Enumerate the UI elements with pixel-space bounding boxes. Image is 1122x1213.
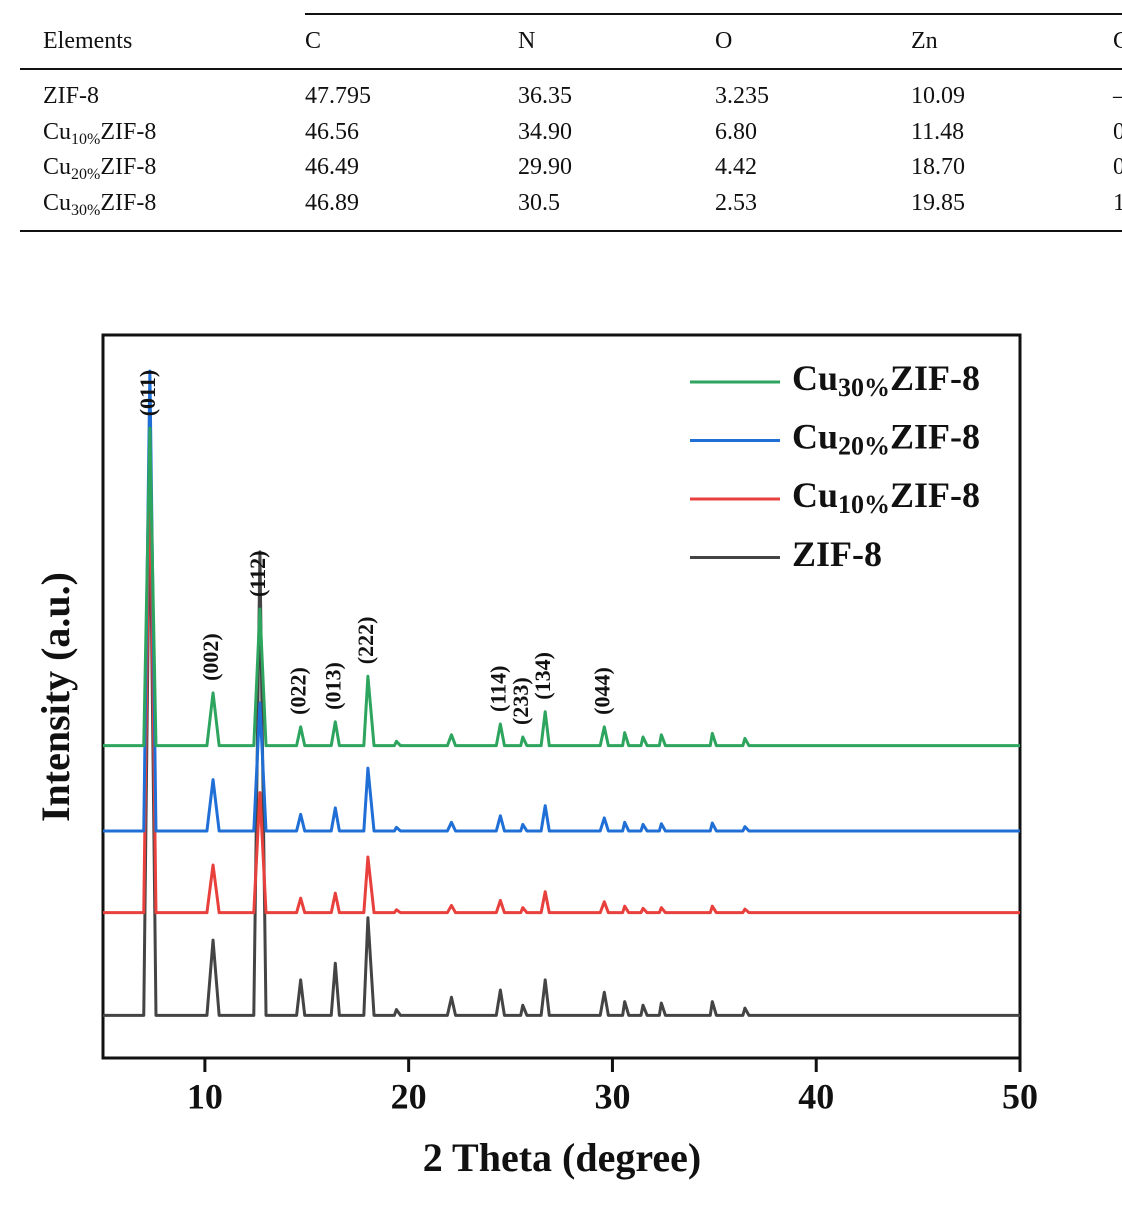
legend-label: Cu10%ZIF-8 xyxy=(792,475,980,519)
peak-label: (044) xyxy=(589,667,614,715)
table-cell: ZIF-8 xyxy=(43,83,99,109)
table-header: C xyxy=(1113,28,1122,54)
table-header: Zn xyxy=(911,28,938,54)
table-cell: 6.80 xyxy=(715,118,757,145)
x-tick-label: 20 xyxy=(391,1076,427,1116)
table-cell: 1 xyxy=(1113,190,1122,217)
table-cell: 11.48 xyxy=(911,118,965,145)
table-rule xyxy=(20,230,1122,232)
peak-label: (233) xyxy=(508,677,533,725)
table-cell: Cu20%ZIF-8 xyxy=(43,154,157,184)
table-cell: 34.90 xyxy=(518,118,572,145)
table-cell: 30.5 xyxy=(518,190,560,217)
table-cell: Cu10%ZIF-8 xyxy=(43,118,157,148)
table-rule xyxy=(305,13,1122,15)
peak-label: (002) xyxy=(198,633,223,681)
table-cell: 10.09 xyxy=(911,83,965,109)
table-header: C xyxy=(305,28,322,54)
plot-frame xyxy=(101,333,1022,1060)
peak-label: (112) xyxy=(245,551,270,597)
table-cell: 36.35 xyxy=(518,83,572,109)
table-cell: 19.85 xyxy=(911,190,965,217)
table-cell: 2.53 xyxy=(715,190,757,217)
series-line xyxy=(103,441,1020,915)
table-header: Elements xyxy=(43,28,133,54)
table: Elements C N O Zn C ZIF-8 47.795 36.35 3.235 10.09… xyxy=(0,0,1122,240)
table-header: O xyxy=(715,28,733,54)
x-axis-label: 2 Theta (degree) xyxy=(423,1135,701,1180)
legend-label: Cu30%ZIF-8 xyxy=(792,358,980,402)
peak-label: (011) xyxy=(135,370,160,416)
table-header: N xyxy=(518,28,536,54)
table-cell: – xyxy=(1113,82,1122,110)
peak-label: (114) xyxy=(485,666,510,712)
y-axis-label: Intensity (a.u.) xyxy=(33,572,78,822)
table-cell: 29.90 xyxy=(518,154,572,181)
peak-label: (134) xyxy=(530,652,555,700)
legend-label: Cu20%ZIF-8 xyxy=(792,417,980,461)
table-rule xyxy=(20,68,1122,70)
table-cell: 46.56 xyxy=(305,118,359,145)
table-cell: 0 xyxy=(1113,154,1122,181)
table-cell: 0 xyxy=(1113,118,1122,145)
peak-label: (022) xyxy=(286,667,311,715)
table-cell: 47.795 xyxy=(305,83,371,109)
peak-label: (222) xyxy=(353,617,378,665)
series-line xyxy=(103,369,1020,833)
table-cell: 4.42 xyxy=(715,154,757,181)
table-cell: 18.70 xyxy=(911,154,965,181)
table-cell: 3.235 xyxy=(715,83,769,109)
legend-label: ZIF-8 xyxy=(792,534,882,574)
peak-label: (013) xyxy=(320,662,345,710)
table-cell: 46.49 xyxy=(305,154,359,181)
x-tick-label: 10 xyxy=(187,1076,223,1116)
series-line xyxy=(103,478,1020,1017)
x-tick-label: 30 xyxy=(594,1076,630,1116)
table-cell: 46.89 xyxy=(305,190,359,217)
x-tick-label: 40 xyxy=(798,1076,834,1116)
series-line xyxy=(103,426,1020,748)
table-cell: Cu30%ZIF-8 xyxy=(43,190,157,220)
x-tick-label: 50 xyxy=(1002,1076,1038,1116)
